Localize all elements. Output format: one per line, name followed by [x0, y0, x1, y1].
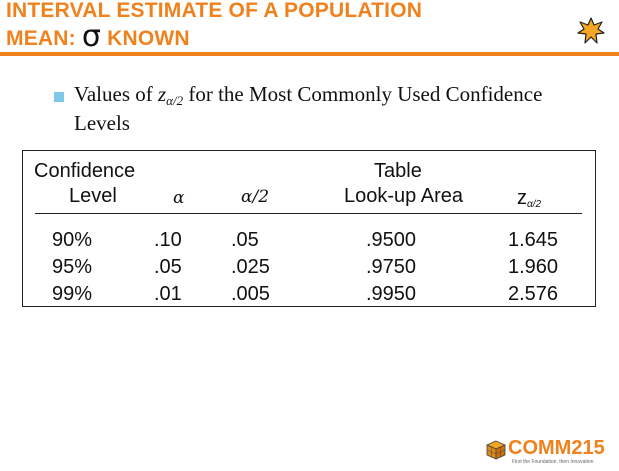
- row-1-alpha-half: .05: [231, 229, 259, 251]
- row-3-alpha: .01: [154, 283, 182, 305]
- title-underline: [0, 52, 619, 56]
- header-z-symbol: z: [517, 187, 527, 209]
- header-table: Table: [374, 160, 422, 182]
- row-2-z: 1.960: [508, 256, 559, 278]
- header-lookup-area: Look-up Area: [344, 185, 463, 207]
- cube-icon: [486, 440, 506, 460]
- row-3-area: .9950: [366, 283, 417, 305]
- row-2-level: 95%: [52, 256, 93, 278]
- sigma-symbol: σ: [81, 19, 102, 54]
- title-suffix: KNOWN: [101, 27, 190, 50]
- header-divider: [35, 213, 582, 214]
- logo-name: COMM215: [508, 437, 605, 459]
- header-confidence: Confidence: [34, 160, 136, 182]
- starburst-icon: [577, 17, 605, 44]
- square-bullet-icon: [54, 92, 64, 102]
- comm215-logo: COMM215 First the Foundation, then Innov…: [486, 437, 608, 467]
- bullet-text-after: for the Most Commonly Used Confidence Le…: [74, 82, 543, 135]
- header-alpha-half: α/2: [241, 184, 269, 209]
- header-level: Level: [69, 185, 117, 207]
- z-values-table: Confidence Level α α/2 Table Look-up Are…: [22, 150, 596, 307]
- row-2-alpha: .05: [154, 256, 182, 278]
- title-line-2: MEAN: σ KNOWN: [6, 22, 566, 52]
- slide-title: INTERVAL ESTIMATE OF A POPULATION MEAN: …: [6, 0, 566, 52]
- bullet-text-before: Values of: [74, 82, 158, 106]
- title-prefix: MEAN:: [6, 27, 82, 50]
- z-subscript: α/2: [166, 93, 184, 108]
- row-1-level: 90%: [52, 229, 93, 251]
- row-1-z: 1.645: [508, 229, 559, 251]
- header-alpha-half-text: α/2: [241, 187, 270, 207]
- header-alpha: α: [173, 188, 185, 208]
- row-2-alpha-half: .025: [231, 256, 270, 278]
- row-3-level: 99%: [52, 283, 93, 305]
- row-1-area: .9500: [366, 229, 417, 251]
- title-line-1: INTERVAL ESTIMATE OF A POPULATION: [6, 0, 423, 22]
- row-2-area: .9750: [366, 256, 417, 278]
- header-z: zα/2: [517, 186, 541, 217]
- header-z-subscript: α/2: [527, 199, 542, 210]
- row-3-z: 2.576: [508, 283, 559, 305]
- bullet-text: Values of zα/2 for the Most Commonly Use…: [74, 83, 574, 135]
- row-1-alpha: .10: [154, 229, 182, 251]
- logo-tagline: First the Foundation, then Innovation: [512, 459, 594, 465]
- row-3-alpha-half: .005: [231, 283, 270, 305]
- z-symbol: z: [157, 82, 167, 106]
